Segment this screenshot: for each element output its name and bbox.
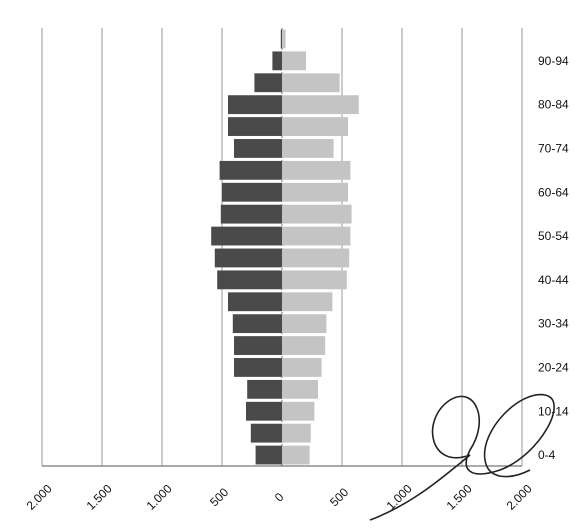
right-bar-40-44 xyxy=(282,270,347,290)
y-tick-label: 70-74 xyxy=(538,141,569,155)
right-bar-85-89 xyxy=(282,73,340,93)
right-bar-50-54 xyxy=(282,226,351,246)
x-tick-label: 2.000 xyxy=(24,481,55,512)
x-tick-label: 1.500 xyxy=(444,481,475,512)
y-tick-label: 50-54 xyxy=(538,229,569,243)
right-bar-10-14 xyxy=(282,401,315,421)
right-bar-55-59 xyxy=(282,204,352,224)
left-bar-0-4 xyxy=(255,445,282,465)
x-tick-label: 1.000 xyxy=(144,481,175,512)
right-bar-90-94 xyxy=(282,51,306,71)
left-bar-25-29 xyxy=(234,336,282,355)
left-bar-90-94 xyxy=(272,51,282,71)
left-bar-40-44 xyxy=(217,270,282,290)
right-bar-60-64 xyxy=(282,182,348,202)
y-axis-ticks: 0-410-1420-2430-3440-4450-5460-6470-7480… xyxy=(538,54,569,462)
left-bar-75-79 xyxy=(228,117,282,136)
right-bar-80-84 xyxy=(282,95,359,115)
right-bar-70-74 xyxy=(282,139,334,158)
x-axis-ticks: 2.000 1.500 1.000 500 0 500 1.000 1.500 2.000 xyxy=(24,481,535,512)
x-tick-label: 0 xyxy=(272,490,287,505)
right-bar-45-49 xyxy=(282,248,350,268)
signature-scribble xyxy=(369,393,555,521)
right-bar-65-69 xyxy=(282,160,351,180)
x-tick-label: 500 xyxy=(207,485,231,509)
right-bar-15-19 xyxy=(282,379,318,399)
left-bar-55-59 xyxy=(220,204,282,224)
left-bar-65-69 xyxy=(219,160,282,180)
right-bar-95+ xyxy=(282,29,286,49)
left-bar-30-34 xyxy=(232,314,282,334)
y-tick-label: 20-24 xyxy=(538,360,569,374)
y-tick-label: 0-4 xyxy=(538,448,556,462)
y-tick-label: 60-64 xyxy=(538,185,569,199)
x-tick-label: 2.000 xyxy=(504,481,535,512)
right-bar-5-9 xyxy=(282,423,311,443)
y-tick-label: 90-94 xyxy=(538,54,569,68)
left-bar-35-39 xyxy=(228,292,282,312)
x-tick-label: 1.000 xyxy=(384,481,415,512)
left-bar-45-49 xyxy=(214,248,282,268)
left-bar-80-84 xyxy=(228,95,282,115)
right-bar-35-39 xyxy=(282,292,333,312)
x-tick-label: 1.500 xyxy=(84,481,115,512)
right-bar-75-79 xyxy=(282,117,348,136)
right-bar-0-4 xyxy=(282,445,310,465)
bars-group xyxy=(211,29,359,465)
left-bar-10-14 xyxy=(246,401,282,421)
left-bar-15-19 xyxy=(247,379,282,399)
left-bar-5-9 xyxy=(250,423,282,443)
right-bar-25-29 xyxy=(282,336,326,355)
left-bar-95+ xyxy=(280,29,282,49)
y-tick-label: 30-34 xyxy=(538,317,569,331)
left-bar-85-89 xyxy=(254,73,282,93)
right-bar-30-34 xyxy=(282,314,327,334)
y-tick-label: 80-84 xyxy=(538,98,569,112)
y-tick-label: 40-44 xyxy=(538,273,569,287)
left-bar-20-24 xyxy=(234,358,282,377)
left-bar-50-54 xyxy=(211,226,282,246)
left-bar-60-64 xyxy=(222,182,282,202)
left-bar-70-74 xyxy=(234,139,282,158)
right-bar-20-24 xyxy=(282,358,322,377)
x-tick-label: 500 xyxy=(327,485,351,509)
